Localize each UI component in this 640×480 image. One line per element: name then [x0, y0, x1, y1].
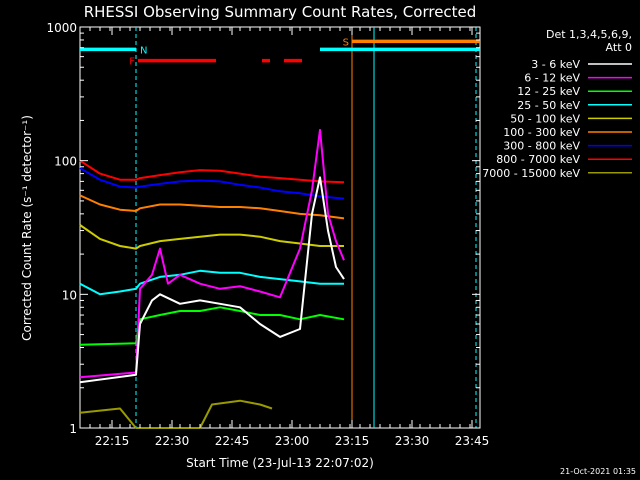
legend-label: 25 - 50 keV [517, 99, 580, 112]
legend-label: 300 - 800 keV [503, 140, 580, 153]
series-line [79, 176, 345, 384]
legend-label: 7000 - 15000 keV [482, 167, 580, 180]
x-tick-label: 23:45 [455, 434, 490, 448]
plot-frame [79, 26, 481, 429]
x-tick-label: 22:30 [155, 434, 190, 448]
plot-border [79, 26, 481, 429]
axes: 1 10 100 1000 22:15 22:30 22:45 23:00 23:15 23:30… [46, 21, 489, 448]
series-line [79, 194, 345, 220]
legend-label: 12 - 25 keV [517, 85, 580, 98]
x-tick-label: 22:45 [215, 434, 250, 448]
y-tick-label: 1 [69, 422, 77, 436]
y-axis-label: Corrected Count Rate (s⁻¹ detector⁻¹) [20, 115, 34, 341]
series-line [79, 128, 345, 379]
series-line [79, 167, 345, 200]
plot-area: NF S [79, 27, 480, 429]
series-line [79, 306, 345, 346]
series-line [79, 399, 273, 429]
legend-label: 800 - 7000 keV [496, 153, 580, 166]
legend-header-2: Att 0 [606, 41, 632, 54]
y-tick-label: 10 [62, 288, 77, 302]
footer-date: 21-Oct-2021 01:35 [560, 467, 636, 476]
legend-header-1: Det 1,3,4,5,6,9, [546, 28, 632, 41]
x-axis-label: Start Time (23-Jul-13 22:07:02) [186, 456, 374, 470]
x-tick-label: 23:30 [395, 434, 430, 448]
x-tick-label: 22:15 [95, 434, 130, 448]
legend-label: 3 - 6 keV [531, 58, 580, 71]
legend-label: 100 - 300 keV [503, 126, 580, 139]
flag-label: S [343, 37, 349, 48]
x-tick-label: 23:15 [335, 434, 370, 448]
flag-label: F [129, 57, 135, 68]
chart-title: RHESSI Observing Summary Count Rates, Co… [84, 3, 477, 21]
y-tick-label: 100 [54, 155, 77, 169]
series-line [79, 224, 344, 250]
legend-label: 6 - 12 keV [524, 72, 580, 85]
legend-label: 50 - 100 keV [510, 112, 580, 125]
series-line [79, 159, 345, 184]
y-tick-label: 1000 [46, 21, 77, 35]
flag-label: N [140, 45, 147, 56]
series-line [79, 269, 344, 296]
x-tick-label: 23:00 [275, 434, 310, 448]
